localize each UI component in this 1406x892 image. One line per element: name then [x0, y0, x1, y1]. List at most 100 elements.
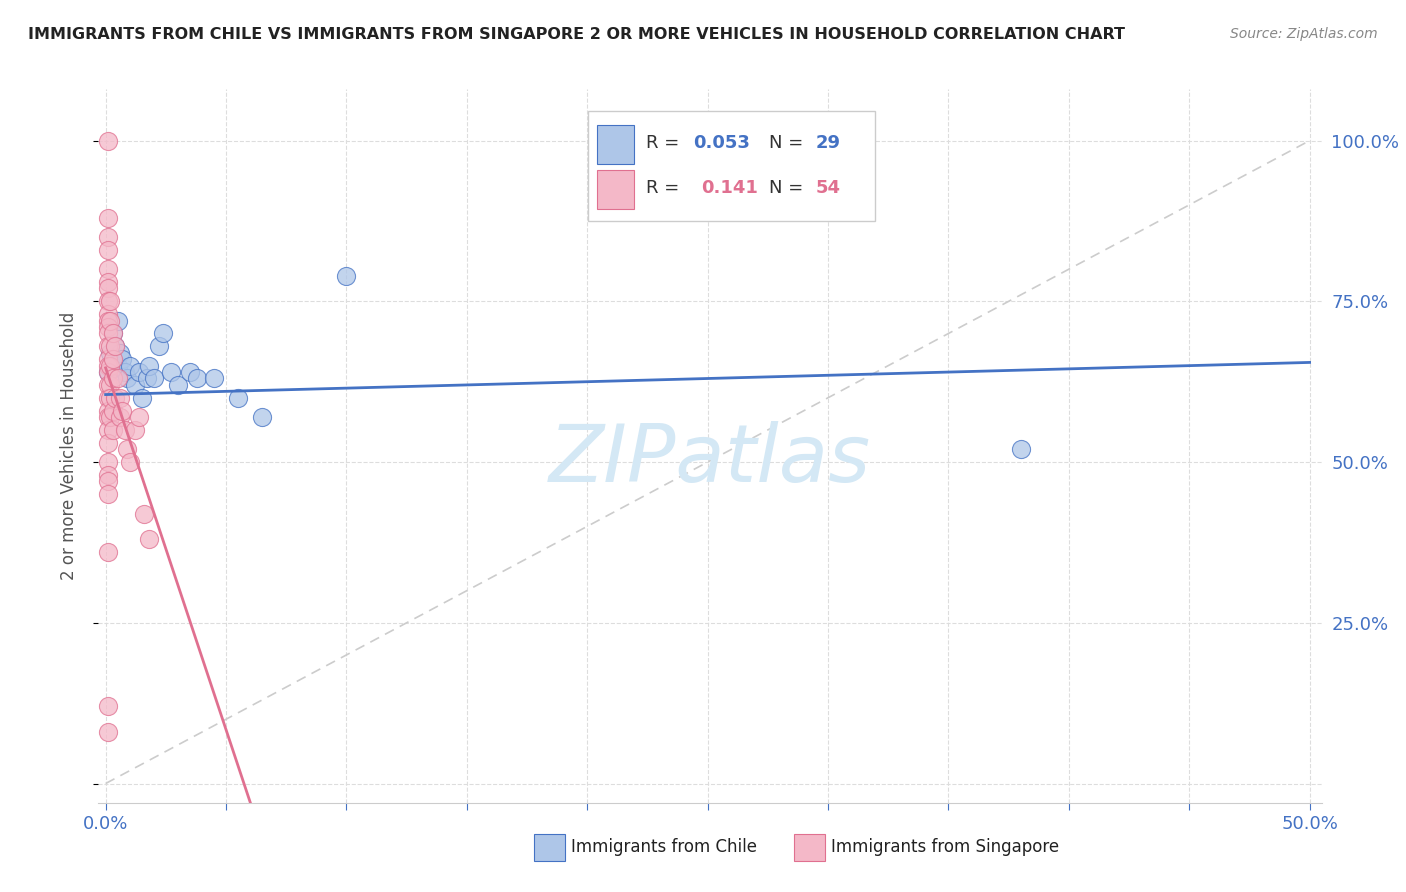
- Point: [107, 359, 129, 373]
- Point: [107, 371, 129, 385]
- Point: [97, 403, 120, 417]
- Point: [108, 410, 131, 425]
- Point: [159, 365, 181, 379]
- Point: [97, 365, 120, 379]
- Point: [148, 339, 170, 353]
- Point: [100, 345, 122, 359]
- Point: [250, 410, 273, 425]
- Text: ZIPatlas: ZIPatlas: [548, 421, 872, 500]
- Point: [97, 365, 120, 379]
- Point: [335, 268, 357, 283]
- Point: [100, 339, 122, 353]
- Text: N =: N =: [769, 178, 808, 196]
- Point: [101, 326, 124, 341]
- Point: [97, 699, 120, 714]
- Point: [97, 243, 120, 257]
- Point: [134, 507, 156, 521]
- Point: [97, 391, 120, 405]
- Text: 0.053: 0.053: [693, 134, 749, 152]
- Point: [97, 294, 120, 309]
- Point: [97, 313, 120, 327]
- Point: [107, 313, 129, 327]
- Point: [97, 423, 120, 437]
- Point: [100, 359, 122, 373]
- Bar: [598, 169, 634, 209]
- Point: [101, 403, 124, 417]
- Point: [97, 262, 120, 277]
- Point: [97, 339, 120, 353]
- Point: [97, 475, 120, 489]
- Point: [100, 391, 122, 405]
- Point: [97, 134, 120, 148]
- Point: [135, 371, 157, 385]
- FancyBboxPatch shape: [588, 111, 875, 221]
- Point: [97, 455, 120, 469]
- Text: 54: 54: [815, 178, 841, 196]
- Point: [97, 211, 120, 225]
- Point: [97, 487, 120, 501]
- Point: [97, 326, 120, 341]
- Point: [1010, 442, 1032, 457]
- Point: [100, 294, 122, 309]
- Point: [114, 423, 136, 437]
- Point: [131, 391, 153, 405]
- Text: 0.141: 0.141: [702, 178, 758, 196]
- Point: [226, 391, 249, 405]
- Bar: [598, 125, 634, 164]
- Point: [108, 391, 131, 405]
- Point: [117, 371, 139, 385]
- Text: R =: R =: [647, 134, 685, 152]
- Point: [97, 352, 120, 367]
- Point: [142, 371, 165, 385]
- Point: [97, 545, 120, 559]
- Point: [124, 378, 146, 392]
- Point: [118, 359, 141, 373]
- Point: [118, 455, 141, 469]
- Point: [117, 442, 139, 457]
- Point: [138, 359, 160, 373]
- Point: [152, 326, 174, 341]
- Point: [101, 423, 124, 437]
- Point: [97, 281, 120, 295]
- Point: [97, 275, 120, 289]
- Point: [108, 345, 131, 359]
- Text: N =: N =: [769, 134, 808, 152]
- Point: [179, 365, 201, 379]
- Text: IMMIGRANTS FROM CHILE VS IMMIGRANTS FROM SINGAPORE 2 OR MORE VEHICLES IN HOUSEHO: IMMIGRANTS FROM CHILE VS IMMIGRANTS FROM…: [28, 27, 1125, 42]
- Point: [97, 307, 120, 321]
- Point: [97, 230, 120, 244]
- Y-axis label: 2 or more Vehicles in Household: 2 or more Vehicles in Household: [59, 312, 77, 580]
- Point: [202, 371, 225, 385]
- Point: [114, 365, 136, 379]
- Point: [97, 378, 120, 392]
- Point: [97, 359, 120, 373]
- Point: [167, 378, 190, 392]
- Point: [101, 352, 124, 367]
- Point: [104, 339, 127, 353]
- Point: [104, 339, 127, 353]
- Point: [100, 378, 122, 392]
- Text: R =: R =: [647, 178, 692, 196]
- Text: Immigrants from Singapore: Immigrants from Singapore: [831, 838, 1059, 856]
- Point: [101, 359, 124, 373]
- Point: [128, 410, 150, 425]
- Point: [97, 320, 120, 334]
- Point: [97, 435, 120, 450]
- Point: [138, 533, 160, 547]
- Point: [186, 371, 208, 385]
- Point: [104, 391, 127, 405]
- Point: [111, 403, 134, 417]
- Text: Immigrants from Chile: Immigrants from Chile: [571, 838, 756, 856]
- Point: [128, 365, 150, 379]
- Point: [97, 725, 120, 739]
- Point: [111, 352, 134, 367]
- Point: [100, 410, 122, 425]
- Point: [100, 313, 122, 327]
- Point: [124, 423, 146, 437]
- Point: [101, 326, 124, 341]
- Point: [101, 371, 124, 385]
- Point: [97, 467, 120, 482]
- Point: [97, 410, 120, 425]
- Text: 29: 29: [815, 134, 841, 152]
- Text: Source: ZipAtlas.com: Source: ZipAtlas.com: [1230, 27, 1378, 41]
